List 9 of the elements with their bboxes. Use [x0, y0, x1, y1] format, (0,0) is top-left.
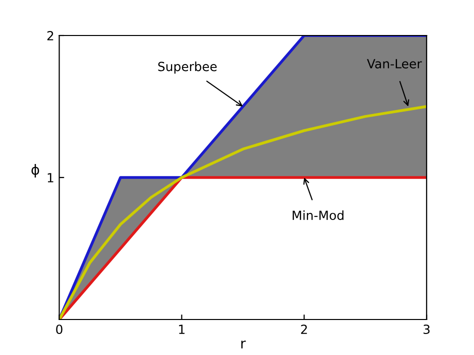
annotation: Min-Mod [292, 210, 344, 220]
annotation: Superbee [158, 62, 217, 74]
x-axis-title: r [241, 340, 246, 348]
x-tick-label: 1 [179, 324, 185, 334]
annotation: Van-Leer [366, 59, 422, 68]
x-tick-label: 3 [424, 324, 430, 334]
y-axis-title: ϕ [32, 164, 40, 178]
x-tick-label: 2 [301, 324, 307, 334]
x-tick-label: 0 [56, 324, 62, 334]
